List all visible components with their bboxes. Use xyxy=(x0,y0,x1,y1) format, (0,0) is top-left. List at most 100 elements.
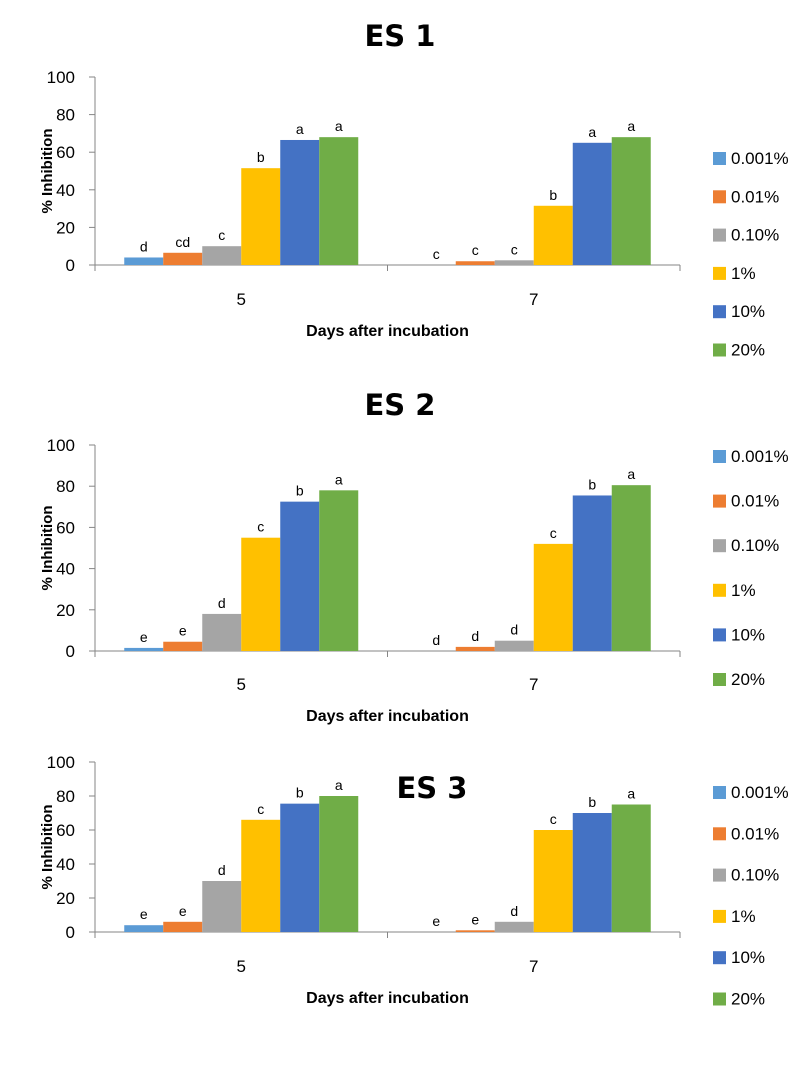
significance-letter: d xyxy=(510,903,518,919)
y-tick-label: 20 xyxy=(56,889,75,908)
legend-swatch xyxy=(713,228,726,242)
legend-label: 1% xyxy=(731,907,756,926)
bar xyxy=(455,646,495,651)
y-tick-label: 20 xyxy=(56,218,75,237)
bar xyxy=(494,921,534,932)
y-tick-label: 40 xyxy=(56,560,75,579)
legend-label: 20% xyxy=(731,670,765,689)
bar xyxy=(611,804,651,932)
significance-letter: c xyxy=(257,801,264,817)
bar xyxy=(533,205,573,265)
bar xyxy=(319,796,359,932)
bar xyxy=(124,925,164,932)
significance-letter: d xyxy=(510,622,518,638)
y-axis-label: % Inhibition xyxy=(39,506,56,591)
bar xyxy=(124,257,164,265)
chart-panel-3: ES 3 0 20 40 60 80 100 % Inhibition Days after i… xyxy=(39,753,789,1009)
legend-swatch xyxy=(713,786,726,799)
bar xyxy=(319,490,359,651)
legend: 0.001% 0.01% 0.10% 1% 10% 20% xyxy=(713,149,789,360)
y-axis-label: % Inhibition xyxy=(39,805,56,890)
chart-panel-2: ES 2 0 20 40 60 80 100 % Inhibition Days after i… xyxy=(39,388,789,725)
significance-letter: c xyxy=(550,811,557,827)
significance-letter: b xyxy=(296,785,304,801)
y-tick-label: 40 xyxy=(56,181,75,200)
significance-letter: e xyxy=(140,629,148,645)
y-tick-label: 100 xyxy=(47,436,75,455)
significance-letter: b xyxy=(588,476,596,492)
bar xyxy=(572,495,612,651)
x-axis-label: Days after incubation xyxy=(306,323,469,340)
legend-swatch xyxy=(713,673,726,686)
legend-label: 0.001% xyxy=(731,783,789,802)
y-tick-label: 60 xyxy=(56,821,75,840)
legend-swatch xyxy=(713,266,726,280)
legend-label: 1% xyxy=(731,581,756,600)
bar xyxy=(533,830,573,932)
legend-label: 0.01% xyxy=(731,187,779,206)
y-tick-label: 60 xyxy=(56,518,75,537)
significance-letter: d xyxy=(218,862,226,878)
legend-swatch xyxy=(713,868,726,882)
y-axis-label: % Inhibition xyxy=(39,129,56,214)
legend-label: 10% xyxy=(731,302,765,321)
bar xyxy=(280,803,320,932)
significance-letter: e xyxy=(140,906,148,922)
significance-letter: e xyxy=(179,623,187,639)
legend-label: 0.01% xyxy=(731,824,779,843)
y-tick-label: 100 xyxy=(47,753,75,772)
legend-label: 0.001% xyxy=(731,447,789,466)
legend-label: 20% xyxy=(731,341,765,360)
bar xyxy=(163,252,203,265)
legend-label: 0.001% xyxy=(731,149,789,168)
significance-letter: b xyxy=(257,149,265,165)
legend-swatch xyxy=(713,494,726,508)
bar xyxy=(572,142,612,265)
bar xyxy=(494,260,534,265)
legend-swatch xyxy=(713,628,726,642)
legend-swatch xyxy=(713,992,726,1006)
legend-swatch xyxy=(713,343,726,357)
significance-letter: b xyxy=(549,187,557,203)
legend-swatch xyxy=(713,583,726,597)
x-axis-label: Days after incubation xyxy=(306,708,469,725)
significance-letter: a xyxy=(335,471,343,487)
legend-swatch xyxy=(713,909,726,923)
chart-panel-1: ES 1 0 20 40 60 80 100 % Inhibition Days after i… xyxy=(39,19,789,360)
bar xyxy=(455,930,495,932)
significance-letter: c xyxy=(218,227,225,243)
y-tick-label: 80 xyxy=(56,106,75,125)
legend-swatch xyxy=(713,450,726,463)
x-category-label: 7 xyxy=(529,675,538,694)
bar xyxy=(280,139,320,265)
legend-swatch xyxy=(713,190,726,204)
bar xyxy=(202,881,242,932)
y-tick-label: 0 xyxy=(66,923,75,942)
bar xyxy=(241,819,281,932)
significance-letter: c xyxy=(433,246,440,262)
y-tick-label: 80 xyxy=(56,787,75,806)
significance-letter: a xyxy=(627,118,635,134)
x-category-label: 5 xyxy=(237,675,246,694)
legend-label: 10% xyxy=(731,625,765,644)
significance-letter: b xyxy=(588,794,596,810)
significance-letter: a xyxy=(627,466,635,482)
bar xyxy=(533,543,573,651)
legend-label: 1% xyxy=(731,264,756,283)
significance-letter: a xyxy=(627,786,635,802)
chart-title: ES 2 xyxy=(365,388,436,422)
bar xyxy=(241,537,281,651)
significance-letter: d xyxy=(218,595,226,611)
bar xyxy=(163,921,203,932)
bar xyxy=(124,647,164,651)
x-category-label: 7 xyxy=(529,957,538,976)
x-category-label: 7 xyxy=(529,290,538,309)
significance-letter: a xyxy=(296,121,304,137)
significance-letter: d xyxy=(432,632,440,648)
x-category-label: 5 xyxy=(237,957,246,976)
legend-label: 0.10% xyxy=(731,226,779,245)
x-axis-label: Days after incubation xyxy=(306,990,469,1007)
bar xyxy=(202,613,242,651)
legend-swatch xyxy=(713,305,726,319)
